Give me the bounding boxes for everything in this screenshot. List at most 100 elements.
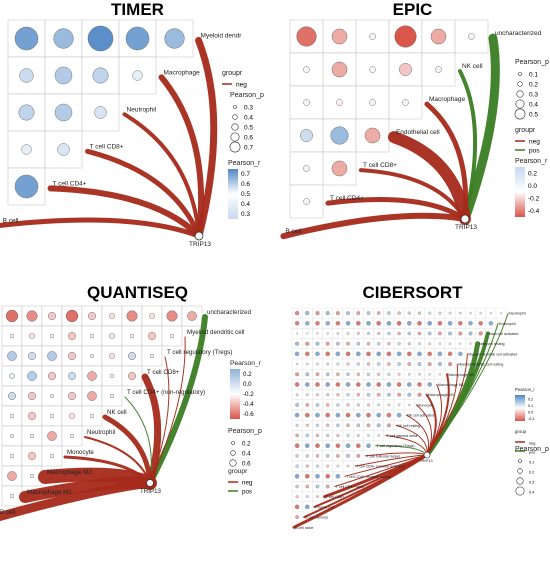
corr-point (296, 332, 299, 335)
corr-point (468, 331, 473, 336)
corr-point (346, 372, 350, 377)
legend-size-circle (515, 486, 525, 496)
corr-point (447, 321, 453, 326)
corr-point (336, 372, 340, 377)
cell-type-label: Myeloid dendritic cell activated (468, 352, 517, 356)
corr-point (366, 321, 371, 326)
corr-point (295, 311, 300, 316)
corr-point (294, 443, 300, 448)
legend-color-tick: 0.2 (528, 170, 537, 177)
legend-color-bar (515, 167, 525, 217)
corr-point (407, 331, 412, 336)
corr-point (469, 342, 472, 345)
corr-point (305, 433, 310, 438)
corr-point (336, 403, 340, 407)
corr-point (128, 372, 136, 380)
legend-size-circle (231, 441, 235, 445)
corr-point (428, 311, 432, 315)
corr-point (369, 33, 376, 40)
cell-type-label: NK cell (107, 409, 127, 416)
cell-type-label: T cell CD8+ (90, 143, 124, 150)
legend-size-label: 0.2 (529, 471, 534, 475)
corr-point (335, 321, 341, 326)
corr-point (89, 333, 95, 339)
legend-color-title: Pearson_r (515, 387, 535, 392)
corr-point (48, 372, 56, 380)
corr-point (489, 312, 492, 315)
edge-neg (149, 336, 186, 484)
corr-point (315, 484, 320, 489)
corr-point (14, 26, 39, 51)
corr-point (356, 443, 361, 448)
corr-point (109, 353, 115, 359)
legend-color-tick: 0.2 (243, 371, 252, 378)
corr-point (305, 474, 310, 479)
corr-point (417, 321, 422, 326)
corr-point (49, 413, 55, 419)
corr-point (458, 351, 463, 357)
corr-point (306, 362, 309, 366)
corr-point (438, 342, 442, 346)
corr-point (396, 321, 402, 326)
edge-neg (102, 414, 153, 486)
corr-point (345, 412, 351, 418)
corr-point (49, 393, 55, 399)
legend-size-label: 0.4 (529, 491, 534, 495)
corr-point (459, 342, 462, 345)
corr-point (315, 454, 320, 458)
corr-point (28, 452, 36, 460)
corr-point (294, 474, 300, 479)
corr-point (377, 372, 381, 376)
cell-type-label: Mast cell activated (489, 332, 519, 336)
cell-type-label: T cell CD4+ (330, 195, 364, 202)
legend-size-circle (516, 90, 524, 98)
edge-pos (460, 33, 500, 224)
legend-color-tick: 0.5 (241, 191, 250, 198)
corr-point (386, 321, 392, 326)
legend-color-bar (228, 169, 238, 219)
corr-point (356, 321, 361, 326)
legend-size-label: 0.2 (242, 441, 251, 448)
edge-pos (147, 314, 208, 486)
corr-point (336, 464, 340, 468)
legend-group-title: group (515, 429, 527, 434)
corr-point (315, 341, 320, 346)
corr-point (408, 403, 411, 407)
corr-point (418, 342, 421, 346)
cell-type-label: Neutrophil (127, 106, 157, 113)
corr-point (346, 434, 350, 437)
legend-size-circle (229, 459, 237, 467)
corr-point (438, 311, 442, 315)
corr-point (47, 351, 57, 361)
corr-point (345, 351, 351, 357)
cell-type-label: T cell regulatory (Tregs) (167, 349, 232, 356)
corr-point (68, 352, 76, 360)
corr-point (399, 63, 412, 76)
edge-neg (395, 424, 428, 456)
corr-point (88, 312, 96, 320)
panel-title: TIMER (111, 0, 164, 19)
corr-point (325, 382, 330, 387)
corr-point (331, 61, 348, 78)
corr-point (295, 423, 299, 427)
corr-point (48, 312, 56, 320)
corr-point (435, 66, 442, 73)
corr-point (305, 464, 309, 468)
edge-neg (415, 404, 432, 456)
corr-point (346, 332, 350, 335)
legend-size-circle (518, 72, 522, 76)
cell-type-label: uncharacterized (207, 309, 252, 316)
corr-point (356, 392, 361, 397)
corr-point (336, 454, 340, 458)
corr-point (69, 413, 75, 419)
corr-point (330, 126, 349, 145)
corr-point (49, 453, 55, 459)
legend-size-title: Pearson_p (228, 428, 262, 435)
corr-point (305, 443, 310, 448)
corr-point (305, 403, 310, 407)
corr-point (9, 333, 15, 339)
corr-point (336, 423, 340, 428)
legend-size-label: 0.4 (529, 102, 538, 109)
corr-point (326, 423, 330, 427)
legend-size-circle (232, 114, 238, 120)
